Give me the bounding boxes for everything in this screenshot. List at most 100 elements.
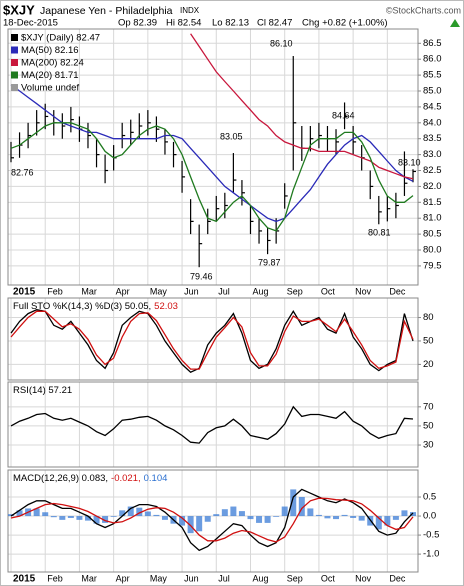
change: Chg +0.82 (+1.00%): [302, 18, 388, 29]
symbol: $XJY: [3, 2, 35, 17]
histogram-bar: [33, 508, 40, 517]
y-tick-label: 50: [423, 335, 434, 346]
annotation: 79.87: [258, 257, 281, 267]
annotation: 84.64: [332, 110, 355, 120]
legend-swatch: [11, 71, 18, 79]
panel-label-part: 52.03: [154, 301, 178, 312]
histogram-bar: [401, 510, 408, 517]
x-tick-label: Mar: [81, 286, 97, 296]
x-tick-label: Jul: [218, 286, 230, 296]
histogram-bar: [8, 514, 14, 517]
series-line: [10, 497, 414, 543]
histogram-bar: [384, 516, 391, 526]
x-tick-label: Jun: [184, 286, 199, 296]
x-tick-label: Jun: [184, 573, 199, 583]
x-tick-label: Feb: [47, 573, 63, 583]
y-tick-label: 83.5: [423, 133, 442, 144]
instrument-name: Japanese Yen - Philadelphia: [40, 5, 173, 17]
close: Cl 82.47: [257, 18, 292, 29]
y-tick-label: 82.0: [423, 181, 442, 192]
legend-entry: MA(50) 82.16: [21, 45, 79, 56]
low: Lo 82.13: [212, 18, 249, 29]
x-tick-label: Mar: [81, 573, 97, 583]
histogram-bar: [187, 516, 194, 534]
histogram-bar: [290, 489, 297, 517]
histogram-bar: [350, 516, 357, 518]
histogram-bar: [119, 510, 126, 517]
panel-label-part: -0.021,: [111, 473, 141, 484]
x-tick-label: Oct: [321, 286, 336, 296]
histogram-bar: [281, 506, 288, 517]
panel-label-part: MACD(12,26,9) 0.083,: [13, 473, 108, 484]
y-tick-label: 80.5: [423, 229, 442, 240]
series-line: [10, 84, 414, 223]
histogram-bar: [204, 516, 211, 522]
series-line: [10, 310, 414, 370]
y-tick-label: -1.0: [423, 549, 439, 560]
histogram-bar: [307, 508, 314, 517]
x-tick-label: May: [150, 573, 168, 583]
legend-entry: MA(20) 81.71: [21, 70, 79, 81]
histogram-bar: [247, 516, 254, 520]
legend-swatch: [11, 84, 18, 91]
panel-label: MACD(12,26,9) 0.083, -0.021, 0.104: [13, 473, 167, 484]
histogram-bar: [273, 516, 280, 517]
annotation: 79.46: [190, 271, 213, 281]
histogram-bar: [333, 516, 340, 520]
histogram-bar: [315, 514, 322, 517]
x-tick-label: Feb: [47, 286, 63, 296]
legend-swatch: [11, 59, 18, 66]
series-line: [10, 309, 414, 373]
date: 18-Dec-2015: [3, 18, 58, 29]
histogram-bar: [324, 516, 331, 519]
x-tick-label: Apr: [116, 286, 130, 296]
histogram-bar: [67, 516, 74, 518]
histogram-bar: [153, 514, 160, 517]
high: Hi 82.54: [166, 18, 201, 29]
histogram-bar: [179, 516, 186, 526]
histogram-bar: [264, 516, 271, 523]
x-tick-label: Jul: [218, 573, 230, 583]
histogram-bar: [238, 511, 245, 517]
legend-swatch: [11, 34, 18, 41]
histogram-bar: [196, 516, 203, 532]
histogram-bar: [76, 516, 83, 520]
histogram-bar: [161, 516, 168, 520]
y-tick-label: 79.5: [423, 260, 442, 271]
x-tick-label: Aug: [252, 286, 268, 296]
y-tick-label: 82.5: [423, 165, 442, 176]
y-tick-label: 80.0: [423, 245, 442, 256]
x-tick-label: Dec: [389, 286, 406, 296]
histogram-bar: [230, 506, 237, 517]
histogram-bar: [127, 506, 134, 517]
annotation: 80.81: [368, 227, 391, 237]
histogram-bar: [59, 516, 66, 520]
x-tick-label: Apr: [116, 573, 130, 583]
histogram-bar: [16, 510, 23, 517]
series-line: [10, 488, 414, 552]
histogram-bar: [93, 516, 100, 524]
panel-label-part: Full STO %K(14,3) %D(3) 50.05,: [13, 301, 151, 312]
legend-entry: MA(200) 82.24: [21, 58, 84, 69]
legend-entry: Volume undef: [21, 83, 79, 94]
x-tick-label: Aug: [252, 573, 268, 583]
series-line: [10, 405, 414, 444]
histogram-bar: [221, 509, 228, 517]
up-arrow: [450, 19, 460, 27]
y-tick-label: 81.0: [423, 213, 442, 224]
y-tick-label: 70: [423, 401, 434, 412]
y-tick-label: 86.5: [423, 38, 442, 49]
x-tick-label: Nov: [355, 286, 372, 296]
panel-label: RSI(14) 57.21: [13, 385, 72, 396]
histogram-bar: [341, 514, 348, 517]
y-tick-label: 0.5: [423, 492, 436, 503]
histogram-bar: [136, 507, 143, 517]
y-tick-label: 83.0: [423, 149, 442, 160]
open: Op 82.39: [118, 18, 157, 29]
source: ©StockCharts.com: [386, 5, 461, 15]
x-tick-label: 2015: [13, 574, 36, 585]
histogram-bar: [110, 516, 117, 517]
y-tick-label: 50: [423, 420, 434, 431]
histogram-bar: [375, 516, 382, 530]
